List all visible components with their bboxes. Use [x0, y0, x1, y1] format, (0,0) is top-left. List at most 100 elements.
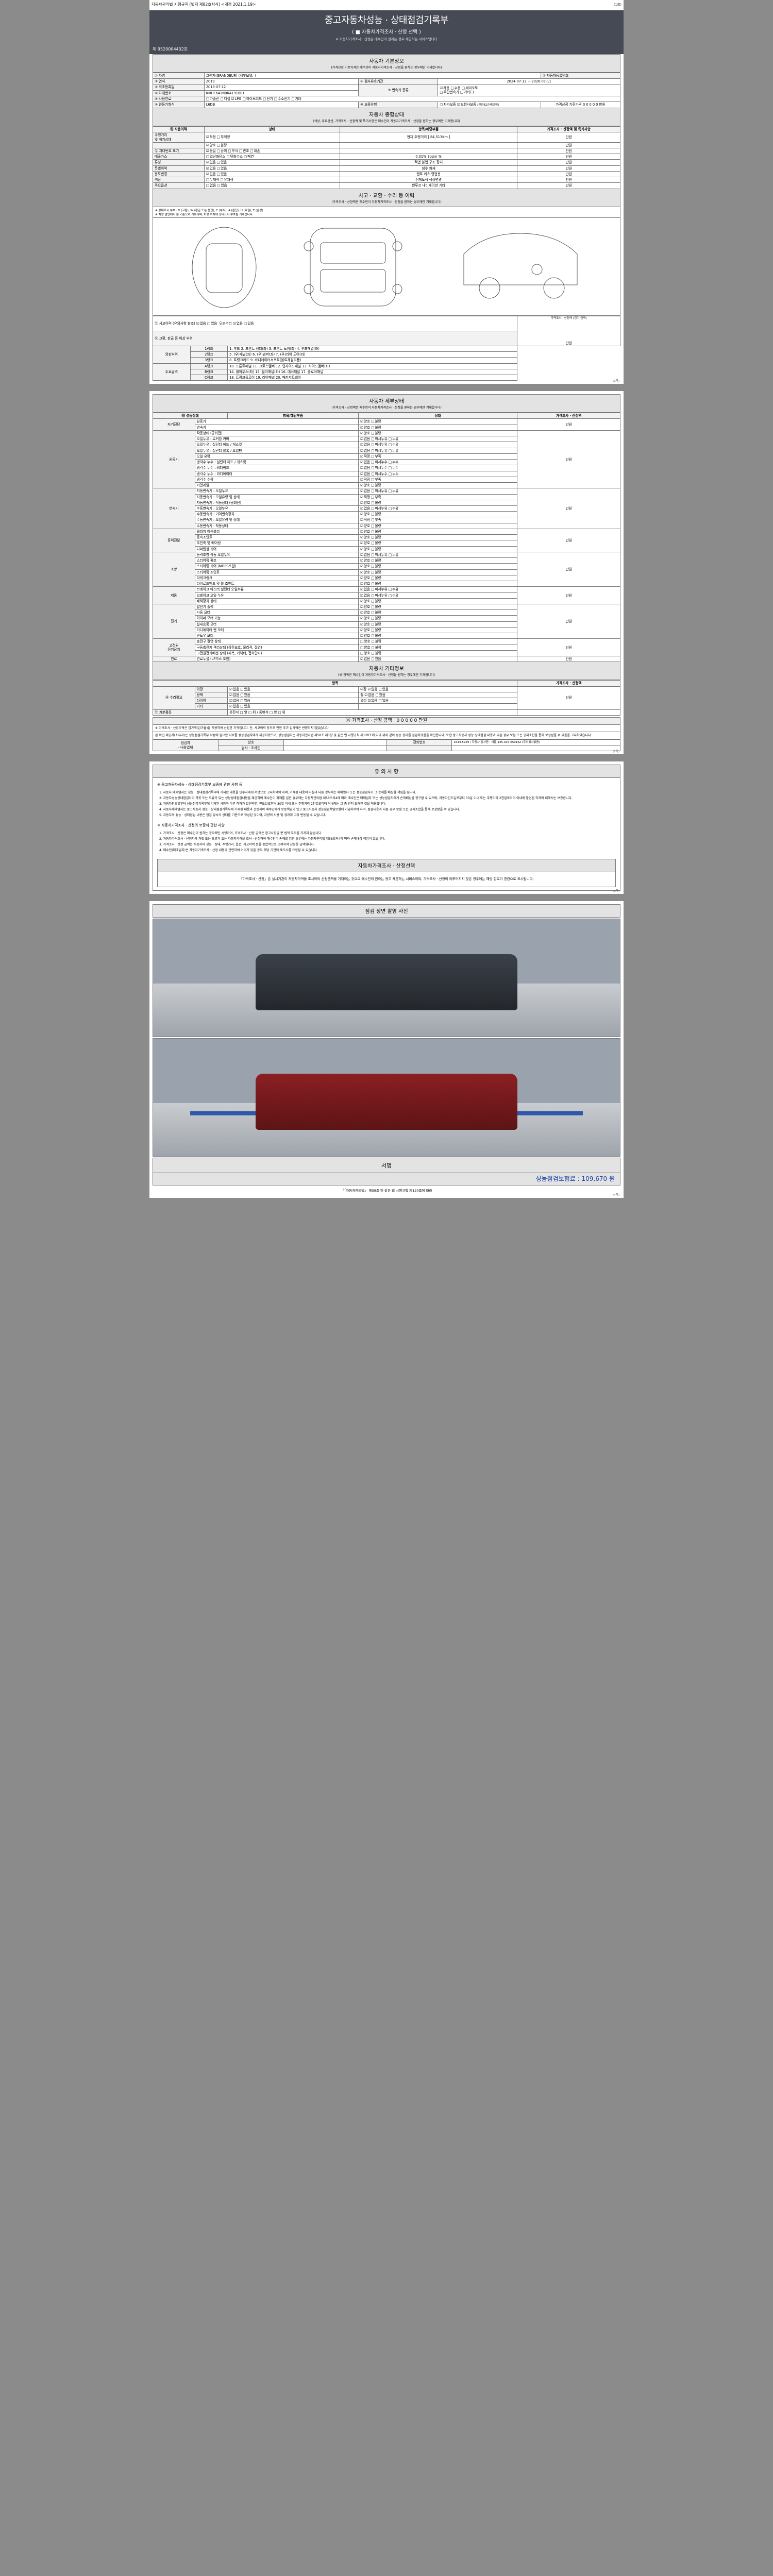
detail-item-state[interactable]: 양호 불량: [358, 621, 518, 628]
checkbox-detail-state-2[interactable]: 누유: [389, 594, 398, 598]
checkbox-warranty-self[interactable]: 자가보증: [440, 103, 456, 107]
detail-item-state[interactable]: 양호 불량: [358, 598, 518, 604]
checkbox-detail-state-1[interactable]: 불량: [371, 611, 381, 615]
checkbox-detail-state-1[interactable]: 불량: [372, 646, 381, 650]
checkbox-fuel-diesel[interactable]: 디젤: [220, 97, 230, 101]
detail-item-state[interactable]: 양호 불량: [358, 574, 518, 582]
checkbox-detail-state-0[interactable]: 양호: [360, 622, 370, 626]
part-items[interactable]: 14. 휠하우스(좌) 15. 필라패널(좌) 16. 대쉬패널 17. 플로어…: [227, 368, 518, 376]
checkbox-transmission-cvt[interactable]: 무단변속기: [440, 90, 459, 94]
checkbox-detail-state-1[interactable]: 미세누수: [371, 472, 388, 476]
other-state-a[interactable]: 없음 있음: [227, 698, 359, 704]
checkbox-detail-state-2[interactable]: 누수: [389, 472, 398, 476]
part-items[interactable]: 8. 트렁크리드 9. 라디에이터서포트(볼트체결부품): [227, 357, 518, 364]
detail-item-state[interactable]: 없음 미세누유 누유: [358, 488, 518, 495]
checkbox-detail-state-1[interactable]: 미세누유: [371, 506, 388, 511]
part-items[interactable]: 5. (우)패널(좌) 6. (우)범퍼(좌) 7. (우)리어 도어(좌): [227, 351, 518, 358]
detail-item-state[interactable]: 양호 불량: [358, 522, 518, 529]
checkbox-detail-state-0[interactable]: 양호: [360, 419, 370, 423]
other-state-b[interactable]: [358, 703, 518, 710]
checkbox-detail-state-0[interactable]: 양호: [360, 501, 370, 505]
detail-item-state[interactable]: 양호 불량: [358, 430, 518, 437]
checkbox-overall-state-0[interactable]: 동일: [206, 149, 216, 153]
checkbox-detail-state-0[interactable]: 양호: [360, 512, 370, 516]
detail-item-state[interactable]: 양호 불량: [358, 615, 518, 622]
checkbox-other-a-1[interactable]: 있음: [240, 699, 250, 703]
checkbox-overall-state-3[interactable]: 변조: [239, 149, 249, 153]
checkbox-detail-state-0[interactable]: 양호: [360, 564, 370, 568]
checkbox-detail-state-0[interactable]: 양호: [360, 524, 370, 528]
other-state-a[interactable]: 없음 있음: [227, 686, 359, 692]
detail-item-state[interactable]: 양호 불량: [358, 540, 518, 547]
checkbox-detail-state-2[interactable]: 누유: [389, 506, 398, 511]
checkbox-other-a-0[interactable]: 없음: [229, 687, 239, 691]
checkbox-other-b-0[interactable]: 없음: [367, 687, 377, 691]
checkbox-detail-state-1[interactable]: 불량: [371, 535, 381, 539]
detail-item-state[interactable]: 양호 불량: [358, 626, 518, 634]
detail-item-state[interactable]: 양호 불량: [358, 633, 518, 639]
checkbox-overall-state-2[interactable]: 매연: [244, 155, 254, 159]
checkbox-overall-state-0[interactable]: 적정: [206, 135, 216, 139]
checkbox-detail-state-1[interactable]: 불량: [371, 530, 381, 534]
inspection-photo-2[interactable]: [153, 1038, 620, 1157]
checkbox-detail-state-1[interactable]: 미세누수: [371, 460, 388, 464]
checkbox-detail-state-0[interactable]: 양호: [360, 646, 370, 650]
checkbox-other-b-1[interactable]: 있음: [375, 693, 385, 697]
checkbox-detail-state-0[interactable]: 양호: [360, 582, 370, 586]
checkbox-detail-state-0[interactable]: 없음: [360, 472, 370, 476]
checkbox-detail-state-2[interactable]: 누수: [389, 466, 398, 470]
checkbox-simple-yes[interactable]: 있음: [244, 321, 254, 326]
checkbox-overall-state-1[interactable]: 있음: [217, 172, 227, 176]
checkbox-detail-state-1[interactable]: 불량: [371, 541, 381, 545]
checkbox-detail-state-0[interactable]: 양호: [360, 558, 370, 563]
checkbox-detail-state-1[interactable]: 불량: [371, 419, 381, 423]
checkbox-detail-state-1[interactable]: 불량: [371, 431, 381, 435]
checkbox-transmission-auto[interactable]: 자동: [440, 86, 449, 90]
checkbox-fuel-other[interactable]: 기타: [291, 97, 301, 101]
checkbox-other-a-1[interactable]: 있음: [240, 687, 250, 691]
checkbox-detail-state-0[interactable]: 양호: [360, 576, 370, 580]
detail-item-state[interactable]: 양호 불량: [358, 528, 518, 535]
detail-item-state[interactable]: 양호 불량: [358, 511, 518, 518]
checkbox-detail-state-0[interactable]: 양호: [360, 605, 370, 609]
checkbox-fuel-hybrid[interactable]: 하이브리드: [243, 97, 262, 101]
checkbox-overall-state-1[interactable]: 탄화수소: [226, 155, 243, 159]
checkbox-transmission-manual[interactable]: 수동: [450, 86, 460, 90]
inspector-field-value[interactable]: [283, 745, 387, 752]
checkbox-fuel-electric[interactable]: 전기: [263, 97, 273, 101]
checkbox-detail-state-1[interactable]: 부족: [371, 454, 381, 459]
checkbox-detail-state-0[interactable]: 없음: [360, 657, 370, 661]
checkbox-other-a-0[interactable]: 없음: [229, 693, 239, 697]
checkbox-transmission-semiauto[interactable]: 세미오토: [462, 86, 478, 90]
checkbox-other-b-0[interactable]: 없음: [367, 699, 377, 703]
signature-area[interactable]: 서명: [153, 1157, 620, 1173]
checkbox-detail-state-1[interactable]: 미세누유: [371, 553, 388, 557]
checkbox-detail-state-2[interactable]: 누유: [389, 437, 398, 441]
checkbox-detail-state-1[interactable]: 불량: [371, 605, 381, 609]
detail-item-state[interactable]: 적정 부족: [358, 517, 518, 523]
checkbox-detail-state-1[interactable]: 불량: [371, 524, 381, 528]
checkbox-overall-state-1[interactable]: 있음: [217, 183, 227, 188]
detail-item-state[interactable]: 양호 불량: [358, 603, 518, 611]
checkbox-overall-state-4[interactable]: 훼손: [250, 149, 260, 153]
checkbox-other-b-0[interactable]: 없음: [364, 693, 374, 697]
detail-item-state[interactable]: 양호 불량: [358, 418, 518, 425]
standard-items-value[interactable]: 운전석 □ 앞 □ 뒤 / 동반석 □ 앞 □ 뒤: [227, 709, 518, 716]
detail-item-state[interactable]: 없음 미세누유 누유: [358, 505, 518, 512]
detail-item-state[interactable]: 없음 미세누유 누유: [358, 592, 518, 599]
checkbox-overall-state-1[interactable]: 부적정: [217, 135, 230, 139]
checkbox-detail-state-1[interactable]: 미세누유: [371, 594, 388, 598]
checkbox-detail-state-0[interactable]: 양호: [360, 599, 370, 603]
checkbox-detail-state-0[interactable]: 양호: [360, 639, 370, 643]
overall-state[interactable]: 무채색 유채색: [204, 177, 340, 183]
checkbox-fuel-gasoline[interactable]: 가솔린: [206, 97, 219, 101]
checkbox-overall-state-0[interactable]: 없음: [206, 172, 216, 176]
detail-item-state[interactable]: 없음 있음: [358, 656, 518, 663]
detail-item-state[interactable]: 적정 부족: [358, 476, 518, 483]
checkbox-other-a-1[interactable]: 있음: [240, 704, 250, 708]
checkbox-detail-state-1[interactable]: 미세누유: [371, 587, 388, 591]
checkbox-detail-state-1[interactable]: 불량: [371, 622, 381, 626]
detail-item-state[interactable]: 양호 불량: [358, 534, 518, 541]
overall-state[interactable]: 적정 부적정: [204, 132, 340, 143]
checkbox-detail-state-0[interactable]: 없음: [360, 489, 370, 493]
